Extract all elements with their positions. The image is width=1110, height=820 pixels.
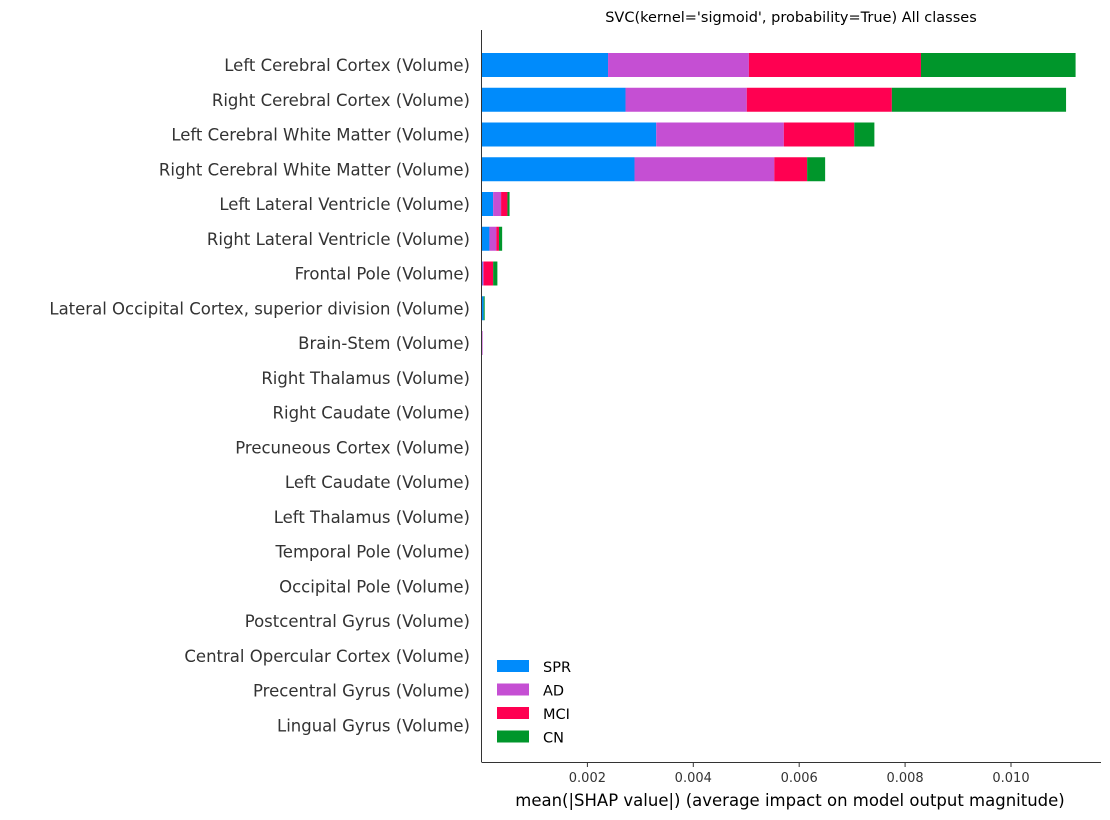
bar-segment-mci <box>783 122 855 147</box>
bar-segment-cn <box>507 192 510 216</box>
category-label: Left Caudate (Volume) <box>285 473 470 492</box>
bar-segment-cn <box>483 296 485 321</box>
category-label: Frontal Pole (Volume) <box>295 265 470 284</box>
chart-title: SVC(kernel='sigmoid', probability=True) … <box>605 10 977 26</box>
category-label: Brain-Stem (Volume) <box>298 334 470 353</box>
bar-segment-ad <box>493 192 502 216</box>
bar-segment-spr <box>481 226 490 251</box>
x-tick-label: 0.002 <box>569 771 606 786</box>
category-label: Postcentral Gyrus (Volume) <box>245 612 470 631</box>
category-label: Left Cerebral Cortex (Volume) <box>224 56 470 75</box>
x-ticks: 0.002 0.004 0.006 0.008 0.010 <box>569 762 1030 786</box>
bar-segment-spr <box>481 122 657 147</box>
bar-segment-ad <box>625 87 747 112</box>
category-label: Right Caudate (Volume) <box>273 404 470 423</box>
x-axis-label: mean(|SHAP value|) (average impact on mo… <box>515 791 1065 810</box>
category-label: Left Thalamus (Volume) <box>274 508 470 527</box>
x-tick-label: 0.006 <box>781 771 818 786</box>
legend-label-spr: SPR <box>543 660 571 676</box>
bar-segment-spr <box>481 296 484 321</box>
bar-segment-ad <box>656 122 784 147</box>
legend: SPR AD MCI CN <box>497 660 571 747</box>
category-labels: Left Cerebral Cortex (Volume) Right Cereb… <box>49 56 470 735</box>
bar-segment-cn <box>891 87 1067 112</box>
legend-swatch-cn <box>497 730 529 743</box>
bar-segment-ad <box>634 157 775 182</box>
bar-segment-cn <box>807 157 826 182</box>
legend-swatch-ad <box>497 683 529 696</box>
category-label: Temporal Pole (Volume) <box>275 543 470 562</box>
category-label: Right Cerebral White Matter (Volume) <box>159 160 470 179</box>
bar-segment-cn <box>854 122 875 147</box>
bar-segment-ad <box>482 261 484 286</box>
legend-label-ad: AD <box>543 684 564 700</box>
bar-segment-spr <box>481 261 483 286</box>
bar-segment-ad <box>481 331 483 355</box>
bar-segment-cn <box>920 53 1076 77</box>
category-label: Occipital Pole (Volume) <box>279 577 470 596</box>
bar-segment-mci <box>748 53 921 77</box>
bars-layer <box>481 53 1076 355</box>
bar-segment-ad <box>489 226 497 251</box>
x-tick-label: 0.008 <box>886 771 923 786</box>
category-label: Precuneous Cortex (Volume) <box>235 438 470 457</box>
category-label: Left Lateral Ventricle (Volume) <box>219 195 470 214</box>
legend-label-cn: CN <box>543 731 564 747</box>
bar-segment-spr <box>481 157 635 182</box>
category-label: Left Cerebral White Matter (Volume) <box>171 126 470 145</box>
legend-swatch-spr <box>497 660 529 672</box>
category-label: Right Lateral Ventricle (Volume) <box>207 230 470 249</box>
x-tick-label: 0.010 <box>992 771 1029 786</box>
category-label: Right Thalamus (Volume) <box>261 369 470 388</box>
category-label: Central Opercular Cortex (Volume) <box>184 647 470 666</box>
bar-segment-spr <box>481 53 609 77</box>
bar-segment-spr <box>481 192 494 216</box>
legend-swatch-mci <box>497 707 529 719</box>
category-label: Right Cerebral Cortex (Volume) <box>212 91 470 110</box>
category-label: Lateral Occipital Cortex, superior divis… <box>49 299 470 318</box>
bar-segment-cn <box>493 261 498 286</box>
legend-label-mci: MCI <box>543 707 570 723</box>
bar-segment-cn <box>498 226 503 251</box>
bar-segment-ad <box>608 53 749 77</box>
category-label: Precentral Gyrus (Volume) <box>253 682 470 701</box>
bar-segment-mci <box>774 157 808 182</box>
bar-segment-mci <box>496 226 499 251</box>
category-label: Lingual Gyrus (Volume) <box>277 716 470 735</box>
bar-segment-spr <box>481 87 626 112</box>
bar-segment-mci <box>501 192 508 216</box>
bar-segment-mci <box>746 87 892 112</box>
x-tick-label: 0.004 <box>675 771 712 786</box>
bar-segment-mci <box>483 261 494 286</box>
